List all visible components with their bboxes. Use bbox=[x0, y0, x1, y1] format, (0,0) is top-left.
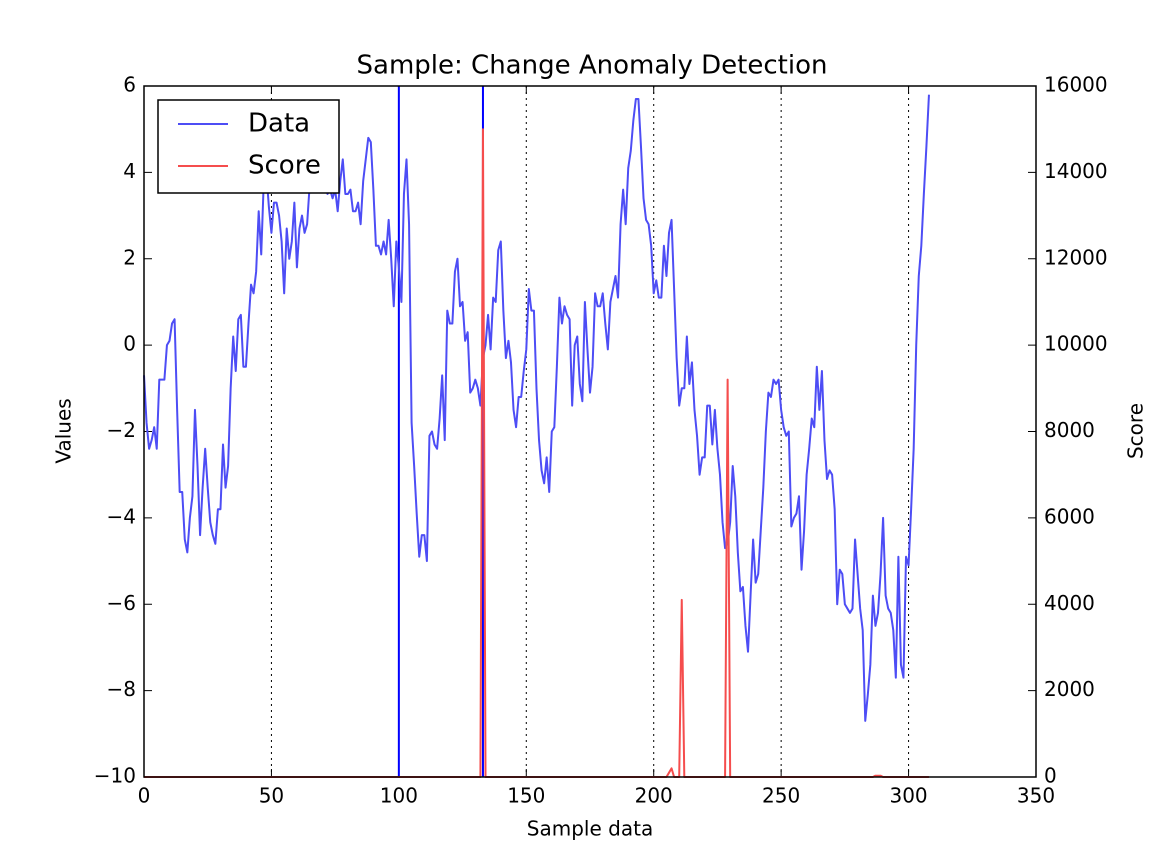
y2-tick-label: 12000 bbox=[1044, 245, 1108, 269]
x-tick-label: 100 bbox=[380, 784, 418, 808]
y2-tick-label: 10000 bbox=[1044, 332, 1108, 356]
y2-tick-label: 4000 bbox=[1044, 591, 1095, 615]
legend-label: Score bbox=[248, 151, 321, 181]
y-tick-label: −2 bbox=[107, 418, 136, 442]
y2-axis-label: Score bbox=[1124, 403, 1148, 459]
y-tick-label: −4 bbox=[107, 504, 136, 528]
x-tick-label: 150 bbox=[507, 784, 545, 808]
legend-box bbox=[157, 99, 340, 194]
y-tick-label: 2 bbox=[123, 245, 136, 269]
y2-tick-label: 16000 bbox=[1044, 73, 1108, 97]
y2-tick-label: 14000 bbox=[1044, 159, 1108, 183]
y-tick-label: 6 bbox=[123, 73, 136, 97]
x-tick-label: 350 bbox=[1017, 784, 1055, 808]
x-tick-label: 250 bbox=[762, 784, 800, 808]
x-tick-label: 50 bbox=[259, 784, 284, 808]
plot-frame bbox=[143, 85, 1037, 778]
y-tick-label: −8 bbox=[107, 677, 136, 701]
y2-tick-label: 0 bbox=[1044, 764, 1057, 788]
x-tick-label: 200 bbox=[635, 784, 673, 808]
y-tick-label: −6 bbox=[107, 591, 136, 615]
x-axis-label: Sample data bbox=[527, 817, 653, 841]
legend-label: Data bbox=[248, 109, 310, 139]
chart-title: Sample: Change Anomaly Detection bbox=[357, 51, 828, 81]
series-line bbox=[143, 94, 930, 722]
x-tick-label: 300 bbox=[889, 784, 927, 808]
y-tick-label: 4 bbox=[123, 159, 136, 183]
y-tick-label: −10 bbox=[94, 764, 136, 788]
y2-tick-label: 2000 bbox=[1044, 677, 1095, 701]
x-tick-label: 0 bbox=[138, 784, 151, 808]
y-tick-label: 0 bbox=[123, 332, 136, 356]
y2-tick-label: 8000 bbox=[1044, 418, 1095, 442]
y-axis-label: Values bbox=[52, 398, 76, 463]
y2-tick-label: 6000 bbox=[1044, 504, 1095, 528]
